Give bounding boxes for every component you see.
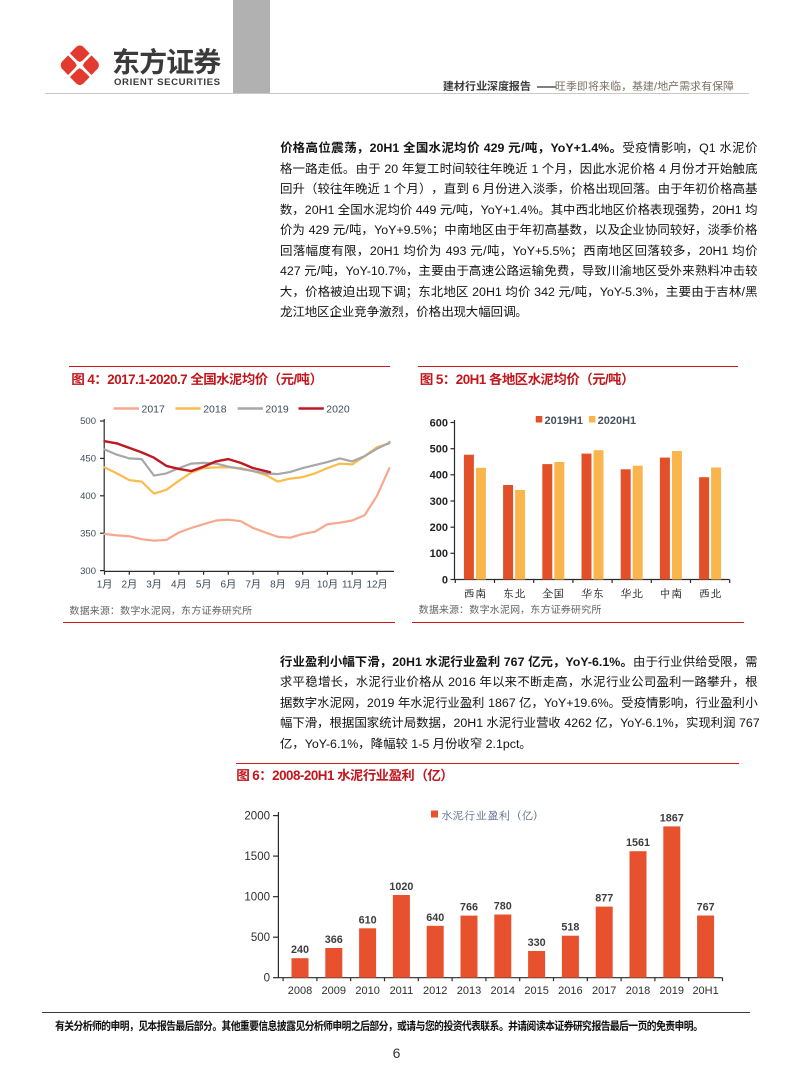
svg-text:20H1: 20H1 bbox=[692, 985, 718, 997]
svg-text:2011: 2011 bbox=[390, 985, 414, 997]
svg-text:350: 350 bbox=[80, 528, 96, 539]
svg-text:518: 518 bbox=[561, 922, 579, 934]
svg-text:9月: 9月 bbox=[295, 580, 311, 591]
svg-text:450: 450 bbox=[80, 454, 96, 465]
svg-text:东北: 东北 bbox=[503, 587, 526, 602]
svg-text:2017: 2017 bbox=[142, 403, 166, 415]
svg-text:2017: 2017 bbox=[592, 985, 616, 997]
svg-text:500: 500 bbox=[430, 444, 448, 456]
svg-text:400: 400 bbox=[430, 470, 448, 482]
svg-text:500: 500 bbox=[251, 932, 270, 944]
svg-text:330: 330 bbox=[528, 937, 546, 949]
svg-text:11月: 11月 bbox=[342, 580, 362, 591]
svg-text:6月: 6月 bbox=[221, 580, 237, 591]
svg-text:2016: 2016 bbox=[558, 985, 582, 997]
svg-text:西南: 西南 bbox=[463, 587, 486, 602]
svg-text:水泥行业盈利（亿）: 水泥行业盈利（亿） bbox=[441, 809, 545, 824]
svg-text:5月: 5月 bbox=[196, 580, 212, 591]
svg-text:2020H1: 2020H1 bbox=[598, 415, 637, 427]
svg-text:2019: 2019 bbox=[660, 985, 684, 997]
svg-text:8月: 8月 bbox=[270, 580, 286, 591]
svg-text:366: 366 bbox=[325, 934, 343, 946]
svg-text:华北: 华北 bbox=[620, 587, 643, 602]
svg-text:610: 610 bbox=[359, 914, 377, 926]
svg-text:2020: 2020 bbox=[326, 403, 350, 415]
svg-text:2014: 2014 bbox=[491, 985, 515, 997]
svg-text:0: 0 bbox=[442, 574, 448, 586]
svg-text:2015: 2015 bbox=[524, 985, 548, 997]
svg-text:2009: 2009 bbox=[322, 985, 346, 997]
svg-text:3月: 3月 bbox=[146, 580, 162, 591]
svg-text:200: 200 bbox=[430, 522, 448, 534]
svg-text:1561: 1561 bbox=[626, 837, 650, 849]
svg-text:300: 300 bbox=[80, 566, 96, 577]
svg-text:1867: 1867 bbox=[660, 812, 684, 824]
svg-text:2010: 2010 bbox=[355, 985, 379, 997]
svg-text:240: 240 bbox=[291, 944, 309, 956]
svg-text:2月: 2月 bbox=[122, 580, 138, 591]
svg-text:1000: 1000 bbox=[244, 892, 270, 904]
svg-text:4月: 4月 bbox=[171, 580, 187, 591]
svg-text:1020: 1020 bbox=[389, 881, 413, 893]
svg-text:100: 100 bbox=[430, 548, 448, 560]
svg-text:600: 600 bbox=[430, 417, 448, 429]
svg-text:1月: 1月 bbox=[97, 580, 113, 591]
svg-text:2019: 2019 bbox=[265, 403, 289, 415]
svg-text:767: 767 bbox=[697, 902, 715, 914]
svg-text:华东: 华东 bbox=[581, 587, 604, 602]
svg-text:1500: 1500 bbox=[244, 851, 270, 863]
svg-text:640: 640 bbox=[426, 912, 444, 924]
svg-text:877: 877 bbox=[595, 893, 613, 905]
svg-text:2019H1: 2019H1 bbox=[545, 415, 584, 427]
svg-text:766: 766 bbox=[460, 902, 478, 914]
svg-text:中南: 中南 bbox=[659, 587, 682, 602]
svg-text:780: 780 bbox=[494, 901, 512, 913]
svg-text:400: 400 bbox=[80, 491, 96, 502]
svg-text:10月: 10月 bbox=[317, 580, 338, 591]
svg-text:2018: 2018 bbox=[626, 985, 650, 997]
svg-text:12月: 12月 bbox=[366, 580, 387, 591]
svg-text:2008: 2008 bbox=[288, 985, 312, 997]
svg-text:500: 500 bbox=[80, 416, 96, 427]
svg-text:0: 0 bbox=[264, 973, 270, 985]
svg-text:全国: 全国 bbox=[542, 587, 565, 602]
svg-text:7月: 7月 bbox=[245, 580, 261, 591]
svg-text:2000: 2000 bbox=[244, 811, 270, 823]
svg-text:西北: 西北 bbox=[699, 587, 722, 602]
svg-text:2018: 2018 bbox=[203, 403, 227, 415]
svg-text:2013: 2013 bbox=[457, 985, 481, 997]
svg-text:2012: 2012 bbox=[423, 985, 447, 997]
svg-text:300: 300 bbox=[430, 496, 448, 508]
